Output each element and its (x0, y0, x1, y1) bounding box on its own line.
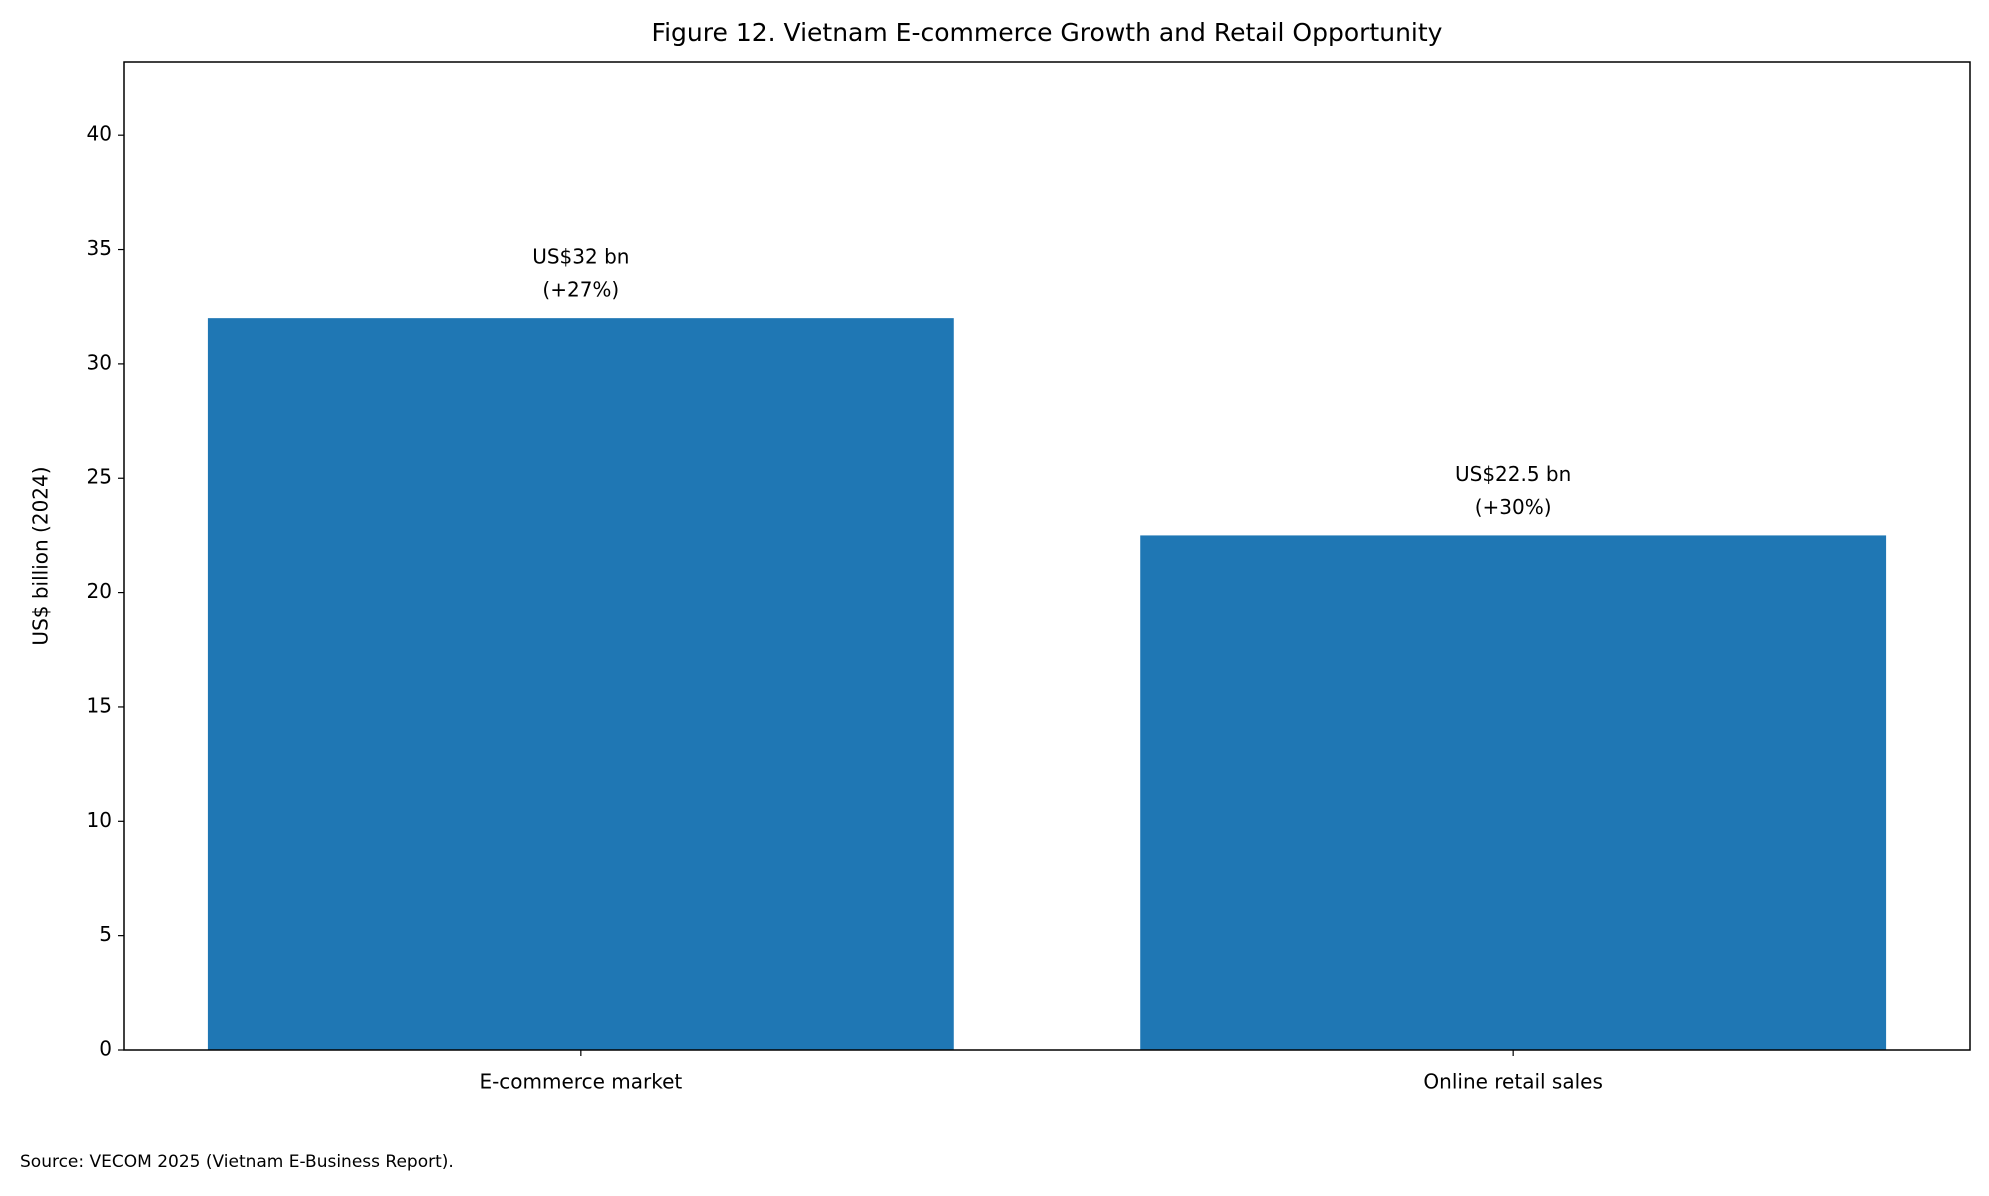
y-tick-label: 0 (99, 1037, 112, 1061)
chart-title: Figure 12. Vietnam E-commerce Growth and… (652, 18, 1443, 47)
y-tick-label: 35 (87, 236, 112, 260)
plot-frame (123, 61, 1971, 1051)
x-tick-label: Online retail sales (1423, 1070, 1602, 1094)
y-tick-label: 15 (87, 693, 112, 717)
value-label: US$32 bn (532, 245, 629, 269)
y-tick-label: 40 (87, 122, 112, 146)
y-tick-label: 25 (87, 465, 112, 489)
y-tick-label: 30 (87, 350, 112, 374)
y-tick-label: 10 (87, 808, 112, 832)
y-axis-label: US$ billion (2024) (29, 466, 53, 645)
growth-label: (+27%) (542, 278, 619, 302)
value-label: US$22.5 bn (1455, 462, 1571, 486)
bar (1140, 535, 1887, 1050)
bar (207, 318, 954, 1050)
source-note: Source: VECOM 2025 (Vietnam E-Business R… (20, 1152, 454, 1172)
y-tick-label: 5 (99, 922, 112, 946)
growth-label: (+30%) (1475, 495, 1552, 519)
x-tick-label: E-commerce market (479, 1070, 682, 1094)
y-tick-label: 20 (87, 579, 112, 603)
